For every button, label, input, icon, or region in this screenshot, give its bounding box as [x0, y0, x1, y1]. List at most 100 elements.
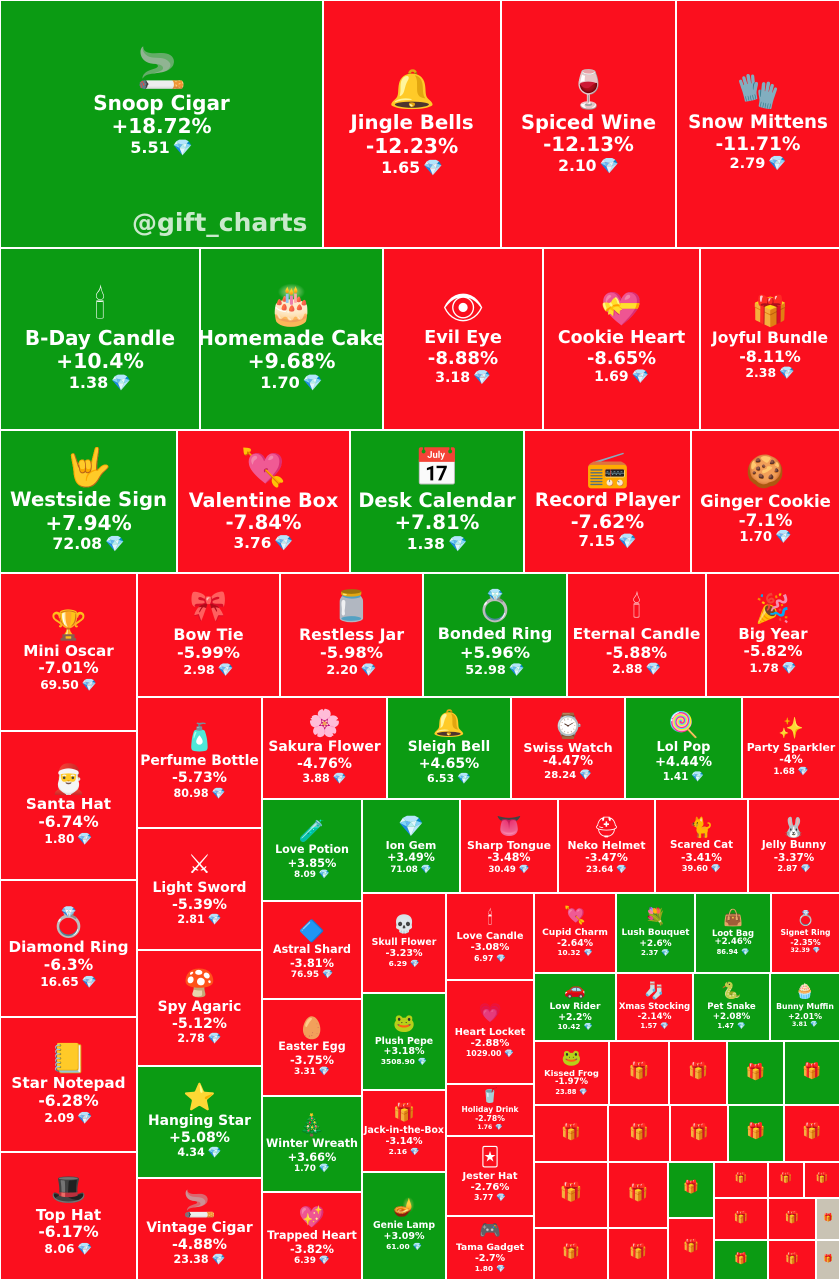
tile-name: Jelly Bunny [761, 840, 827, 852]
cat-icon: 🐈 [689, 815, 714, 839]
tile-name: Diamond Ring [8, 938, 129, 957]
tile-westside-sign: 🤟 Westside Sign +7.94% 72.08 💎 [0, 430, 177, 573]
tile-change: -5.98% [320, 642, 383, 662]
price-value: 80.98 [173, 786, 209, 800]
tile-price: 32.39 💎 [790, 947, 820, 954]
tile-change: +10.4% [56, 348, 144, 373]
helmet-icon: ⛑ [593, 814, 620, 839]
love-candle-icon: 🕯 [487, 907, 493, 929]
tile-love-candle: 🕯 Love Candle -3.08% 6.97 💎 [446, 893, 534, 980]
tile-xmas-stocking: 🧦 Xmas Stocking -2.14% 1.57 💎 [616, 973, 693, 1041]
price-value: 10.42 [557, 1022, 581, 1032]
gift-icon: 🎁 [734, 1172, 748, 1184]
diamond-icon: 💎 [423, 157, 443, 177]
gift-icon: 🎁 [802, 1122, 822, 1141]
tile-price: 6.39 💎 [294, 1256, 330, 1267]
jester-icon: 🃏 [480, 1147, 500, 1169]
tile-price: 61.00 💎 [386, 1242, 422, 1252]
diamond-icon: 💎 [207, 1032, 222, 1046]
bday-candle-icon: 🕯 [94, 282, 106, 327]
tile-name: Signet Ring [780, 928, 831, 938]
price-value: 52.98 [465, 662, 506, 678]
tile-price: 86.94 💎 [717, 948, 750, 956]
gift-icon: 🎁 [683, 1239, 699, 1255]
price-value: 86.94 [716, 948, 738, 957]
tile-price: 1.68 💎 [773, 767, 808, 777]
candle-icon: 🕯 [632, 590, 641, 625]
tile-low-rider: 🚗 Low Rider +2.2% 10.42 💎 [534, 973, 616, 1041]
tile-price: 6.97 💎 [474, 954, 506, 963]
tile-name: Scared Cat [669, 839, 734, 852]
price-value: 10.32 [557, 948, 581, 958]
diamond-icon: 💎 [579, 1088, 588, 1097]
tile-change: -5.73% [172, 770, 227, 787]
tile-name: B-Day Candle [24, 325, 176, 350]
tile-name: Astral Shard [272, 942, 351, 956]
tile-change: -7.1% [738, 509, 793, 530]
tile-price: 2.10 💎 [558, 157, 619, 176]
tile-small-20: 🎁 [816, 1198, 840, 1240]
price-value: 71.08 [390, 865, 418, 876]
tile-easter-egg: 🥚 Easter Egg -3.75% 3.31 💎 [262, 999, 362, 1096]
tile-price: 71.08 💎 [390, 865, 431, 875]
tile-name: Swiss Watch [523, 739, 613, 755]
tile-name: Kissed Frog [544, 1067, 599, 1078]
ring-icon: 💍 [476, 589, 514, 625]
tile-price: 7.15 💎 [578, 533, 636, 551]
tile-light-sword: ⚔ Light Sword -5.39% 2.81 💎 [137, 828, 262, 950]
tile-change: +2.6% [639, 938, 672, 949]
price-value: 3.31 [294, 1067, 316, 1078]
tile-price: 1.41 💎 [663, 771, 705, 783]
tile-price: 2.81 💎 [177, 913, 221, 926]
price-value: 1.70 [294, 1163, 316, 1174]
tile-name: Sharp Tongue [467, 838, 551, 852]
tile-price: 23.38 💎 [174, 1253, 226, 1266]
tile-price: 6.53 💎 [427, 772, 471, 785]
tile-price: 3508.90 💎 [380, 1057, 427, 1067]
tile-signet-ring: 💍 Signet Ring -2.35% 32.39 💎 [771, 893, 840, 973]
tile-change: -7.84% [225, 510, 302, 534]
tile-small-8: 🎁 [784, 1105, 840, 1162]
tile-name: Tama Gadget [455, 1242, 525, 1254]
tile-small-22: 🎁 [768, 1240, 816, 1280]
tile-sharp-tongue: 👅 Sharp Tongue -3.48% 30.49 💎 [460, 799, 558, 893]
price-value: 3.18 [435, 369, 471, 386]
price-value: 39.60 [681, 863, 708, 874]
tile-big-year: 🎉 Big Year -5.82% 1.78 💎 [706, 573, 840, 697]
tile-change: -3.37% [773, 852, 815, 865]
tile-name: Vintage Cigar [146, 1219, 253, 1236]
tile-small-7: 🎁 [728, 1105, 784, 1162]
tile-change: -6.74% [38, 812, 99, 831]
tile-price: 1.38 💎 [407, 535, 467, 554]
diamond-icon: 💎 [518, 865, 530, 876]
tile-name: Hanging Star [147, 1112, 251, 1129]
tile-name: Ion Gem [385, 838, 437, 852]
tile-neko-helmet: ⛑ Neko Helmet -3.47% 23.64 💎 [558, 799, 655, 893]
diamond-icon: 💎 [211, 1253, 226, 1267]
signet-icon: 💍 [796, 909, 815, 927]
tile-small-0: 🎁 [609, 1041, 669, 1105]
tile-price: 8.09 💎 [294, 870, 330, 881]
diamond-icon: 💎 [583, 948, 593, 958]
price-value: 3508.90 [380, 1057, 415, 1067]
locket-icon: 💗 [478, 1003, 502, 1025]
price-value: 2.16 [388, 1146, 408, 1156]
tile-change: -3.47% [585, 851, 628, 865]
tile-price: 16.65 💎 [40, 975, 97, 990]
diamond-icon: 💎 [207, 913, 222, 927]
santa-hat-icon: 🎅 [50, 761, 87, 796]
tile-homemade-cake: 🎂 Homemade Cake +9.68% 1.70 💎 [200, 248, 383, 430]
lollipop-icon: 🍭 [668, 709, 699, 739]
cigar-icon: 🚬 [136, 46, 187, 92]
price-value: 1.68 [773, 767, 795, 778]
tile-change: +4.44% [654, 755, 713, 771]
tile-change: +9.68% [247, 348, 336, 373]
tile-name: Jack-in-the-Box [364, 1125, 444, 1137]
price-value: 2.79 [729, 155, 766, 173]
tile-bunny-muffin: 🧁 Bunny Muffin +2.01% 3.81 💎 [770, 973, 840, 1041]
tile-name: Record Player [534, 490, 681, 512]
price-value: 6.39 [294, 1255, 316, 1266]
diamond-icon: 💎 [473, 369, 491, 386]
tile-loot-bag: 👜 Loot Bag +2.46% 86.94 💎 [695, 893, 771, 973]
tile-price: 1.47 💎 [717, 1022, 745, 1030]
